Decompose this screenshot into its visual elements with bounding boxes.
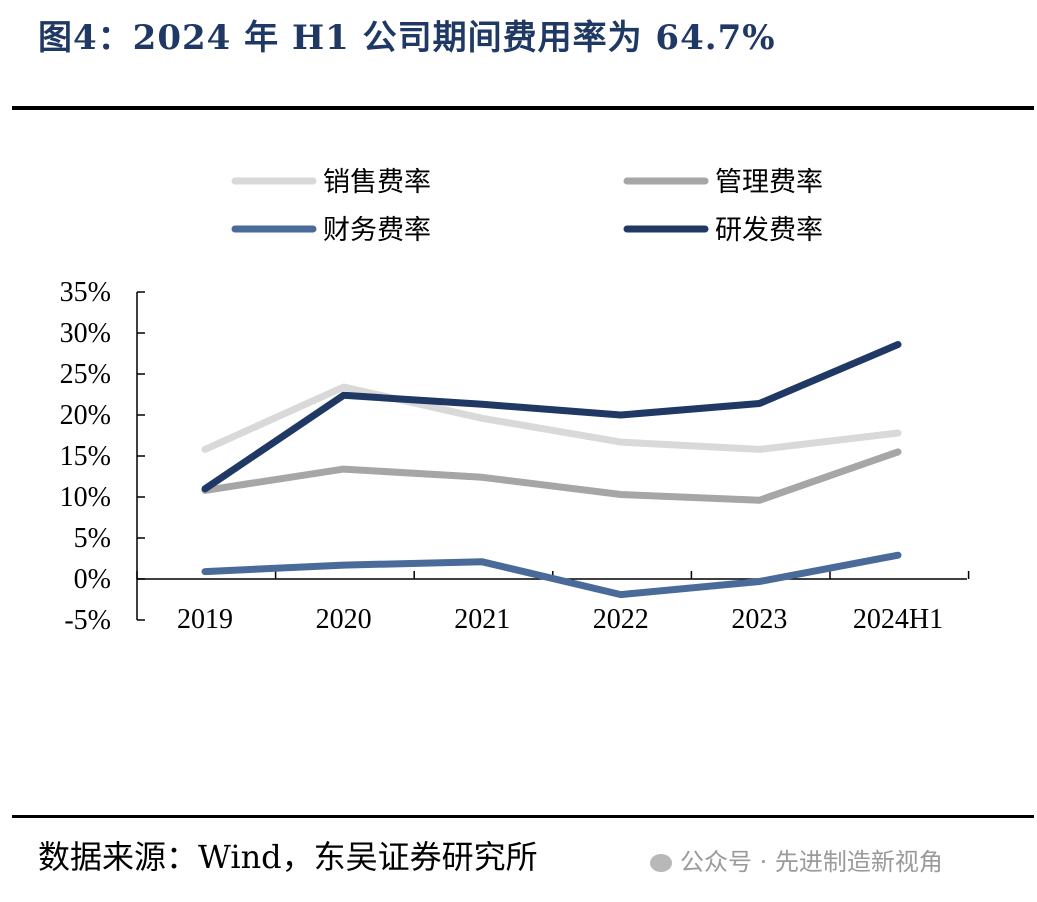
bottom-rule — [12, 815, 1034, 818]
legend-label: 管理费率 — [715, 167, 823, 198]
x-tick-label: 2022 — [593, 604, 649, 635]
legend-label: 研发费率 — [715, 215, 823, 246]
series-line — [201, 341, 902, 493]
y-tick-label: 35% — [60, 277, 111, 308]
series-lines — [201, 341, 902, 599]
x-tick-label: 2023 — [731, 604, 787, 635]
watermark: 公众号 · 先进制造新视角 — [650, 842, 943, 877]
wechat-icon — [650, 854, 672, 872]
top-rule — [12, 106, 1034, 110]
y-tick-label: -5% — [64, 605, 111, 636]
x-tick-label: 2019 — [177, 604, 233, 635]
legend-label: 财务费率 — [323, 215, 431, 246]
watermark-text: 公众号 · 先进制造新视角 — [680, 848, 943, 876]
series-line — [201, 383, 902, 453]
legend-label: 销售费率 — [323, 167, 431, 198]
y-tick-label: 25% — [60, 359, 111, 390]
x-tick-label: 2021 — [454, 604, 510, 635]
y-tick-label: 30% — [60, 318, 111, 349]
y-tick-label: 20% — [60, 400, 111, 431]
x-tick-label: 2020 — [316, 604, 372, 635]
chart-title: 图4：2024 年 H1 公司期间费用率为 64.7% — [38, 18, 776, 58]
y-tick-label: 5% — [74, 523, 111, 554]
x-tick-label: 2024H1 — [853, 604, 943, 635]
y-tick-label: 10% — [60, 482, 111, 513]
series-line — [201, 448, 902, 504]
y-tick-label: 15% — [60, 441, 111, 472]
y-tick-label: 0% — [74, 564, 111, 595]
axes: -5% 0% 5% 10% 15% 20% 25% 30% 35% 2019 2020 2021 202… — [60, 277, 970, 636]
data-source: 数据来源：Wind，东吴证券研究所 — [38, 838, 538, 876]
series-line — [201, 551, 902, 599]
